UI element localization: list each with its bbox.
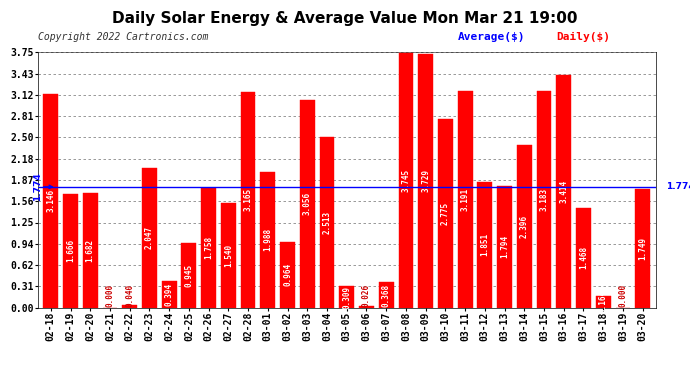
Text: 0.368: 0.368 [382,284,391,306]
Text: 3.414: 3.414 [560,180,569,203]
Text: 0.026: 0.026 [362,284,371,307]
Bar [260,172,275,308]
Bar [399,53,413,307]
Text: 1.851: 1.851 [480,233,489,256]
Text: 0.000: 0.000 [618,284,627,307]
Text: 1.774: 1.774 [667,182,690,191]
Bar [635,189,650,308]
Text: 1.758: 1.758 [204,236,213,259]
Text: 3.729: 3.729 [421,169,430,192]
Bar [497,186,512,308]
Text: 1.682: 1.682 [86,239,95,262]
Text: Average($): Average($) [458,32,525,42]
Bar [122,305,137,308]
Text: 2.513: 2.513 [322,210,331,234]
Bar [339,286,354,308]
Bar [300,100,315,308]
Bar [359,306,374,308]
Bar [201,188,216,308]
Text: 3.056: 3.056 [303,192,312,215]
Text: 3.745: 3.745 [402,169,411,192]
Text: 1.666: 1.666 [66,239,75,262]
Text: 1.794: 1.794 [500,235,509,258]
Bar [379,282,393,308]
Bar [43,94,58,308]
Text: Daily($): Daily($) [557,32,611,42]
Bar [457,90,473,308]
Bar [556,75,571,308]
Bar [418,54,433,307]
Bar [142,168,157,308]
Bar [161,281,177,308]
Text: Daily Solar Energy & Average Value Mon Mar 21 19:00: Daily Solar Energy & Average Value Mon M… [112,11,578,26]
Text: 1.988: 1.988 [264,228,273,252]
Bar [517,145,532,308]
Bar [241,92,255,308]
Text: 0.000: 0.000 [106,284,115,307]
Text: 2.396: 2.396 [520,214,529,238]
Text: 0.945: 0.945 [184,264,193,287]
Text: 0.394: 0.394 [165,282,174,306]
Bar [537,91,551,308]
Text: 3.191: 3.191 [461,188,470,211]
Bar [181,243,196,308]
Text: 0.040: 0.040 [125,284,134,307]
Text: 0.164: 0.164 [599,290,608,314]
Text: 0.309: 0.309 [342,285,351,309]
Bar [221,203,236,308]
Bar [438,119,453,308]
Bar [63,194,78,308]
Text: 1.749: 1.749 [638,237,647,260]
Bar [280,242,295,308]
Bar [319,136,335,308]
Text: 3.165: 3.165 [244,188,253,211]
Text: 3.146: 3.146 [46,189,55,212]
Text: 0.964: 0.964 [283,263,292,286]
Text: 1.540: 1.540 [224,244,233,267]
Text: Copyright 2022 Cartronics.com: Copyright 2022 Cartronics.com [38,32,208,42]
Bar [83,193,97,308]
Text: 2.047: 2.047 [145,226,154,249]
Text: 2.775: 2.775 [441,202,450,225]
Bar [477,182,492,308]
Text: 3.183: 3.183 [540,188,549,211]
Text: 1.774: 1.774 [33,172,43,201]
Bar [576,208,591,308]
Text: 1.468: 1.468 [579,246,588,269]
Bar [596,296,611,307]
